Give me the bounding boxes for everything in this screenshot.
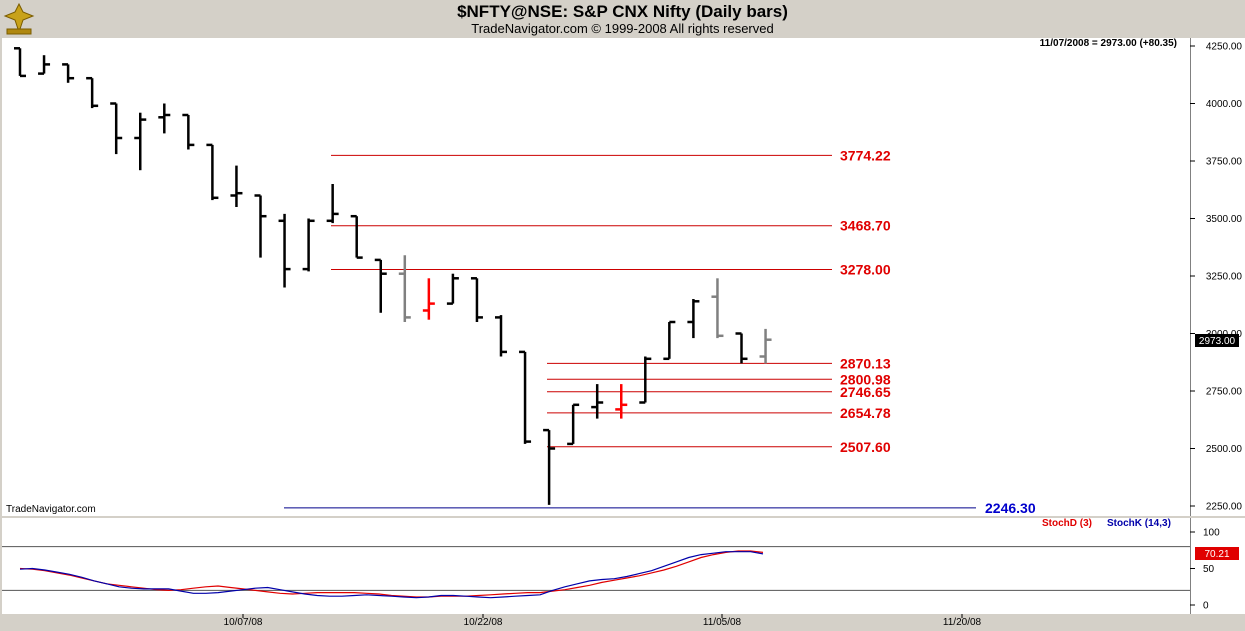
trade-navigator-logo-icon — [3, 2, 35, 35]
legend-stoch-d: StochD (3) — [1042, 518, 1092, 529]
stoch-last-value: 70.21 — [1204, 549, 1229, 560]
price-bars — [14, 47, 772, 505]
date-tick-label: 10/22/08 — [464, 617, 503, 628]
date-tick-label: 11/05/08 — [703, 617, 742, 628]
level-label: 2800.98 — [840, 371, 891, 387]
stoch-k-line — [19, 551, 764, 599]
price-tick-label: 3750.00 — [1206, 157, 1243, 168]
level-label: 3468.70 — [840, 218, 891, 234]
stoch-tick-label: 0 — [1203, 601, 1209, 612]
level-label-low: 2246.30 — [985, 500, 1036, 516]
level-label: 2654.78 — [840, 405, 891, 421]
stoch-tick-label: 100 — [1203, 528, 1220, 539]
last-bar-info: 11/07/2008 = 2973.00 (+80.35) — [1040, 38, 1177, 49]
price-tick-label: 2750.00 — [1206, 387, 1243, 398]
copyright-text: TradeNavigator.com © 1999-2008 All right… — [471, 21, 774, 36]
last-price-marker: 2973.00 — [1195, 334, 1239, 347]
stoch-lines — [19, 550, 764, 599]
stoch-last-marker: 70.21 — [1195, 547, 1239, 560]
stoch-axis-panel — [1191, 518, 1245, 614]
level-lines: 3774.22 3468.70 3278.00 2870.132800.982746.… — [284, 147, 1036, 516]
title-bar: $NFTY@NSE: S&P CNX Nifty (Daily bars) Tr… — [0, 0, 1245, 38]
price-tick-label: 4250.00 — [1206, 42, 1243, 53]
stoch-panel — [2, 518, 1190, 614]
price-tick-label: 3500.00 — [1206, 214, 1243, 225]
level-label: 2746.65 — [840, 384, 891, 400]
price-tick-label: 4000.00 — [1206, 99, 1243, 110]
level-label: 2507.60 — [840, 439, 891, 455]
watermark: TradeNavigator.com — [6, 504, 96, 515]
legend-stoch-k: StochK (14,3) — [1107, 518, 1171, 529]
date-tick-label: 10/07/08 — [224, 617, 263, 628]
level-label: 3774.22 — [840, 147, 891, 163]
stoch-axis: 0 50 100 — [2, 528, 1220, 612]
stoch-d-line — [19, 550, 764, 598]
last-price-label: 2973.00 — [1199, 336, 1236, 347]
stoch-tick-label: 50 — [1203, 564, 1215, 575]
level-label: 3278.00 — [840, 262, 891, 278]
price-panel — [2, 38, 1190, 516]
level-label: 2870.13 — [840, 355, 891, 371]
price-axis-panel — [1191, 38, 1245, 516]
price-tick-label: 3250.00 — [1206, 272, 1243, 283]
price-tick-label: 2250.00 — [1206, 502, 1243, 513]
price-tick-label: 2500.00 — [1206, 444, 1243, 455]
chart-title: $NFTY@NSE: S&P CNX Nifty (Daily bars) — [457, 2, 788, 21]
date-axis: 10/07/08 10/22/08 11/05/08 11/20/08 — [224, 614, 982, 628]
date-tick-label: 11/20/08 — [943, 617, 982, 628]
